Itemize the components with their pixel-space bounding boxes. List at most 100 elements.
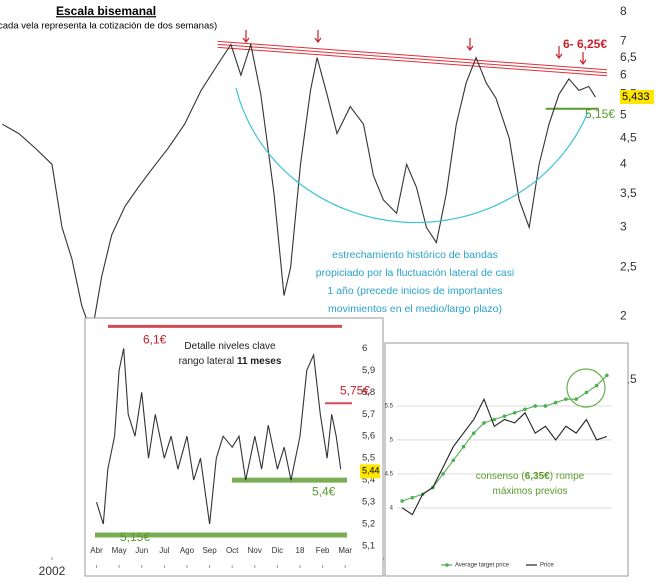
legend-label: Price [540,563,554,569]
annotation: máximos previos [492,486,567,497]
annotation-part: estrechamiento histórico de bandas [332,249,498,261]
y-tick-label: 5,6 [362,431,375,442]
y-tick-label: 6 [362,343,367,354]
annotation: 1 año (precede inicios de importantes [327,285,502,297]
x-tick-label: May [112,546,127,555]
annotation-part: ) rompe [550,471,585,482]
y-tick-label: 5,8 [362,387,375,398]
y-tick-label: 4 [390,505,394,511]
annotation-part: 6,35€ [525,471,550,482]
point [523,407,527,412]
legend-label: Average target price [455,563,510,569]
y-tick-label: 6 [620,67,627,81]
inset-chart: 4 4.5 5 5.5 consenso (6,35€) rompe máximos pr… [385,373,612,569]
y-tick-label: 5,1 [362,541,375,552]
price-line [2,42,596,336]
level-label: 5,75€ [340,383,370,397]
y-tick-label: 5,4 [362,475,375,486]
x-tick-label: Jul [159,546,169,555]
y-tick-label: 6,5 [620,50,637,64]
y-tick-label: 4.5 [385,471,394,477]
resistance-line [217,43,608,74]
annotation-part: 6- 6,25€ [563,37,607,51]
point [451,458,456,463]
inset-chart: 6 5,9 5,8 5,7 5,6 5,5 5,4 5,3 5,2 5,1 Abr May Jun Jul… [90,324,380,568]
support-label: 5,15€ [585,107,615,121]
price-line [401,397,608,516]
chart-title: Escala bisemanal [56,4,156,18]
point [574,397,578,401]
inset-box [384,342,629,577]
annotation-part: movimientos en el medio/largo plazo) [328,303,502,315]
price-line [95,348,342,525]
point [553,400,558,405]
point [492,417,497,422]
annotation-part: 11 meses [237,356,282,367]
x-tick-label: Oct [226,546,239,555]
y-tick-label: 5,5 [362,453,375,464]
legend-marker [445,563,449,567]
x-tick-label: Jun [135,546,148,555]
point [461,444,466,449]
annotation: consenso (6,35€) rompe [476,471,585,482]
y-tick-label: 3,5 [620,186,637,200]
level-label: 5,15€ [120,530,150,544]
x-tick-label: Nov [248,546,262,555]
y-tick-label: 2,5 [620,260,637,274]
x-tick-label: 18 [296,546,305,555]
annotation-part: rango lateral [179,356,237,367]
point [533,404,538,408]
y-tick-label: 5.5 [385,404,394,410]
resistance-line [217,46,608,77]
annotation: estrechamiento histórico de bandas [332,249,498,261]
point [605,373,609,378]
y-tick-label: 4,5 [620,131,637,145]
chart-subtitle: (cada vela representa la cotización de d… [0,21,217,32]
y-tick-label: 7 [620,34,627,48]
point [502,414,507,418]
level-label: 5,4€ [312,484,336,498]
point [543,404,548,408]
annotation: movimientos en el medio/largo plazo) [328,303,502,315]
top-arrows [242,30,587,65]
price-tag-label: 5,433 [622,91,650,103]
annotation-part: propiciado por la fluctuación lateral de… [316,267,514,279]
y-tick-label: 3 [620,220,627,234]
point [441,472,445,476]
y-tick-label: 4 [620,156,627,170]
annotation-part: máximos previos [492,486,567,497]
point [410,495,415,500]
x-tick-label: Mar [338,546,352,555]
title-box [4,4,206,34]
x-tick-label: Ago [180,546,195,555]
point [512,410,517,415]
annotation: propiciado por la fluctuación lateral de… [316,267,514,279]
price-tag-label: 5,44 [362,466,380,476]
point [584,390,589,395]
x-tick-label: Feb [316,546,330,555]
highlight-circle [566,368,606,408]
x-tick-label: Sep [202,546,217,555]
y-tick-label: 2 [620,309,627,323]
y-tick-label: 5 [620,107,627,121]
annotation-part: Detalle niveles clave [184,341,276,352]
y-tick-label: 5,9 [362,365,375,376]
price-tag [620,90,654,105]
point [564,397,568,401]
y-tick-label: 5,7 [362,409,375,420]
point [482,421,486,425]
annotation: 6- 6,25€ [563,37,607,51]
level-label: 6,1€ [143,333,167,347]
y-tick-label: 5,3 [362,497,375,508]
point [471,431,476,435]
price-tag [360,464,380,479]
y-tick-label: 8 [620,4,627,18]
annotation: rango lateral 11 meses [179,356,282,367]
annotation: Detalle niveles clave [184,341,276,352]
annotation-part: 1 año (precede inicios de importantes [327,285,502,297]
pattern-arc [235,87,589,224]
x-tick-label: Abr [90,546,103,555]
y-tick-label: 5 [390,437,394,443]
annotation-part: consenso ( [476,471,526,482]
